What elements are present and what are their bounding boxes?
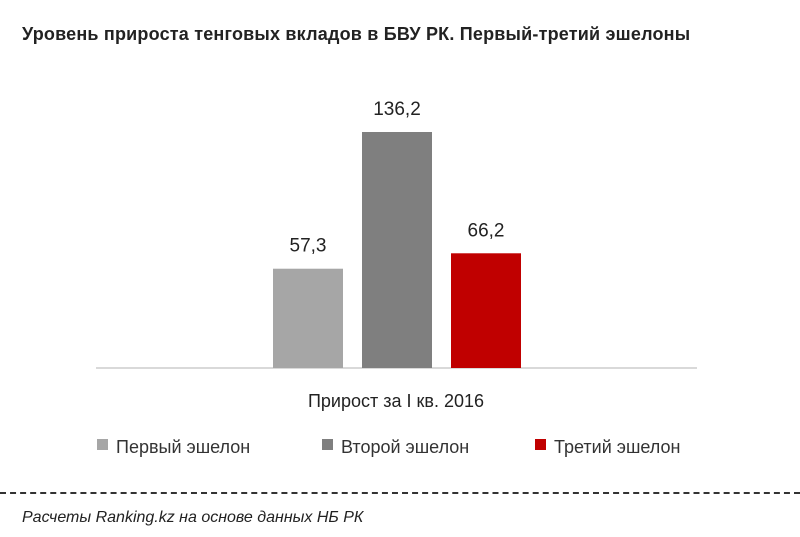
bar-1 [273,268,343,368]
data-label-2: 136,2 [373,99,421,120]
data-label-1: 57,3 [290,236,327,257]
chart-title: Уровень прироста тенговых вкладов в БВУ … [22,24,691,44]
divider [0,492,800,494]
legend-label-2: Второй эшелон [341,437,469,457]
data-label-3: 66,2 [468,220,505,241]
bar-2 [362,132,432,368]
legend-swatch-1 [97,439,108,450]
legend-label-1: Первый эшелон [116,437,250,457]
category-label: Прирост за I кв. 2016 [308,391,484,411]
bar-3 [451,253,521,368]
legend-swatch-2 [322,439,333,450]
source-note: Расчеты Ranking.kz на основе данных НБ Р… [22,509,364,526]
legend-label-3: Третий эшелон [554,437,680,457]
legend-swatch-3 [535,439,546,450]
